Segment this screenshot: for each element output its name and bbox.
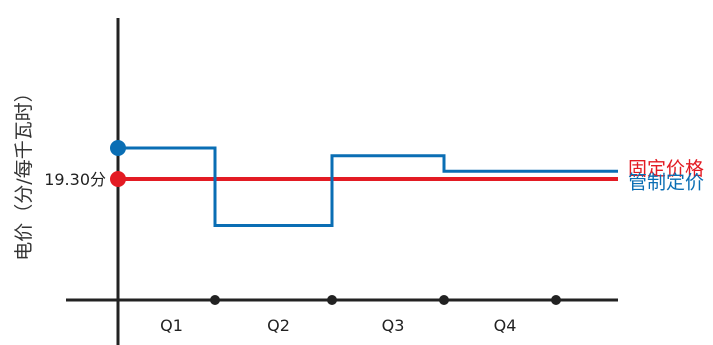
x-tick-label-q4: Q4 bbox=[494, 316, 517, 335]
quarter-boundary-tick bbox=[327, 295, 337, 305]
quarter-boundary-tick bbox=[439, 295, 449, 305]
regulated-price-start-marker bbox=[110, 140, 126, 156]
x-tick-label-q2: Q2 bbox=[267, 316, 290, 335]
legend-regulated-price: 管制定价 bbox=[628, 171, 704, 193]
quarter-boundary-tick bbox=[551, 295, 561, 305]
x-axis-quarter-ticks bbox=[210, 295, 561, 305]
x-tick-label-q1: Q1 bbox=[160, 316, 183, 335]
regulated-price-line bbox=[118, 146, 618, 227]
x-axis-category-labels: Q1 Q2 Q3 Q4 bbox=[160, 316, 516, 335]
fixed-price-start-marker bbox=[110, 171, 126, 187]
y-axis-title: 电价（分/每千瓦时） bbox=[13, 83, 35, 260]
x-tick-label-q3: Q3 bbox=[382, 316, 405, 335]
fixed-price-value-label: 19.30分 bbox=[44, 170, 106, 189]
quarter-boundary-tick bbox=[210, 295, 220, 305]
legend-fixed-price: 固定价格 bbox=[628, 158, 704, 180]
